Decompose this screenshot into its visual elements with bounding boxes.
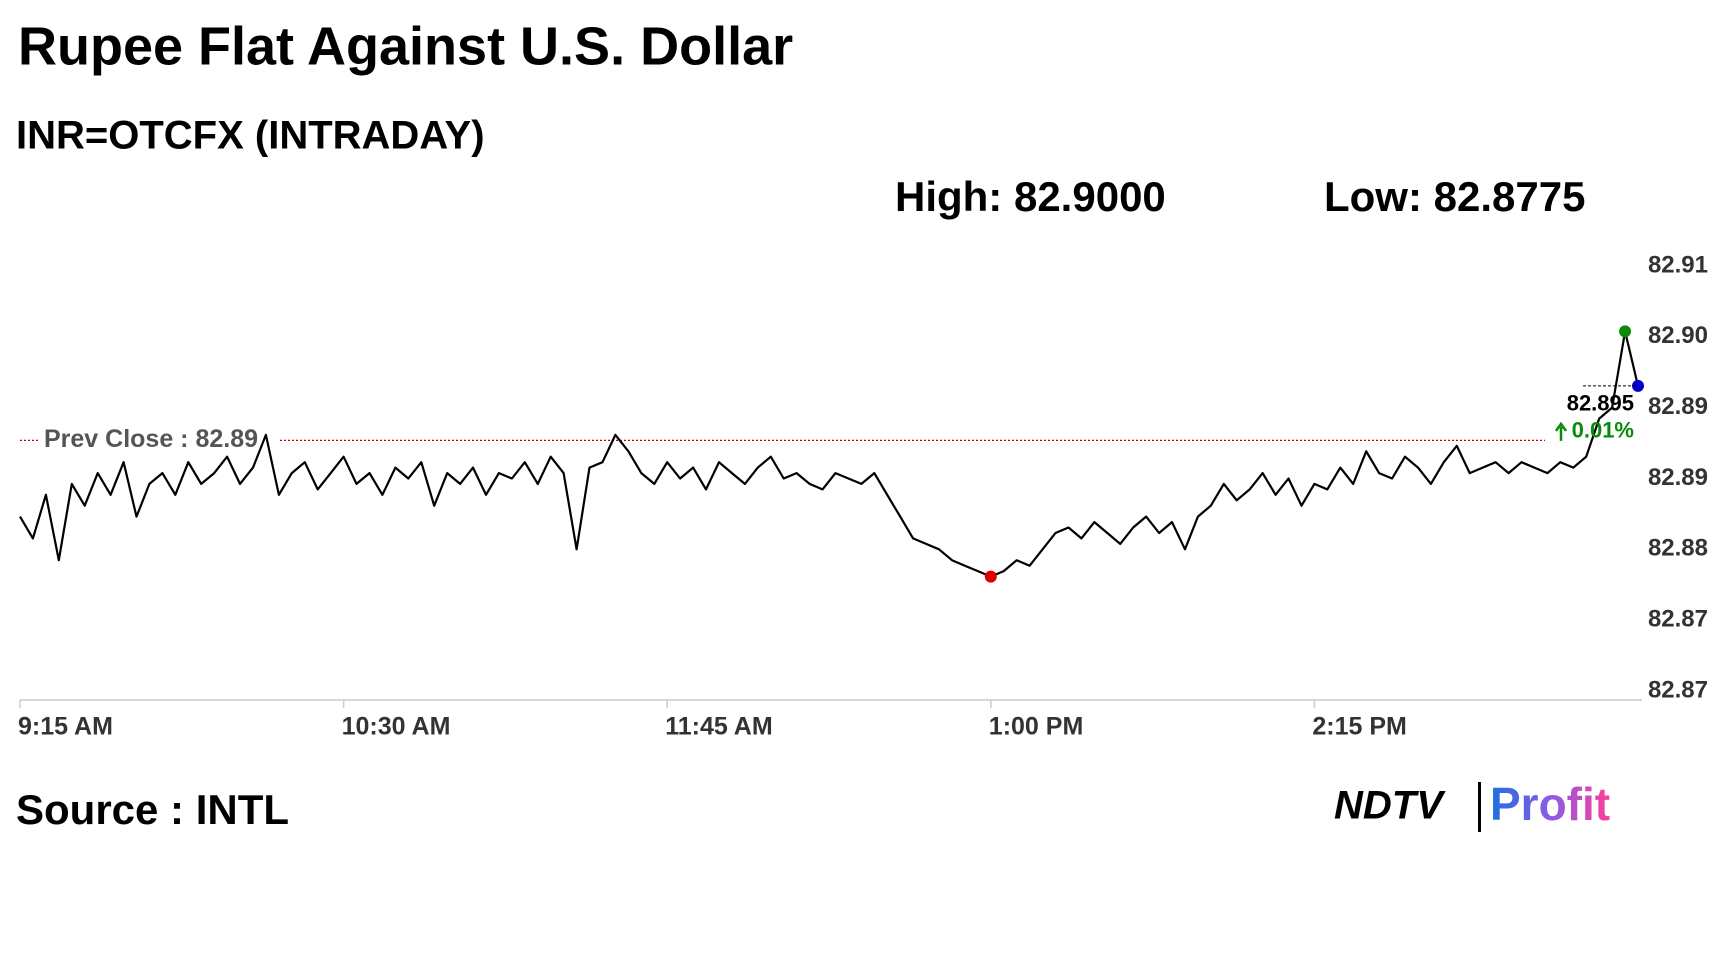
change-label: 0.01% [1572,418,1634,443]
low-marker [984,570,997,583]
last-marker [1632,379,1644,392]
x-tick-label: 1:00 PM [989,713,1083,741]
x-tick-label: 2:15 PM [1312,713,1406,741]
high-text: High: 82.9000 [895,173,1166,220]
prev-close-label-bg [38,424,280,457]
y-tick-label: 82.88 [1648,535,1708,562]
y-tick-label: 82.87 [1648,606,1708,633]
plot: 82.91 82.90 82.89 82.89 82.88 82.87 82.87 9:15 … [18,251,1708,740]
y-tick-label: 82.91 [1648,251,1708,278]
chart-subtitle: INR=OTCFX (INTRADAY) [16,114,485,158]
y-tick-label: 82.87 [1648,676,1708,703]
change-arrow [1554,421,1568,441]
x-tick-label: 11:45 AM [665,713,772,741]
logo-right: Profit [1490,778,1610,830]
last-value-label: 82.895 [1567,391,1634,416]
y-tick-label: 82.89 [1648,393,1708,420]
y-tick-label: 82.90 [1648,322,1708,349]
x-tick-label: 10:30 AM [342,713,451,741]
chart-title: Rupee Flat Against U.S. Dollar [18,16,793,76]
high-marker [1619,325,1632,338]
logo: NDTV Profit [1334,778,1610,832]
logo-divider [1478,782,1481,832]
prev-close-label: Prev Close : 82.89 [44,425,258,453]
y-tick-label: 82.89 [1648,464,1708,491]
low-text: Low: 82.8775 [1324,173,1585,220]
price-line [19,330,1640,578]
x-tick-label: 9:15 AM [18,713,113,741]
logo-left: NDTV [1334,784,1446,828]
source: Source : INTL [16,786,289,833]
